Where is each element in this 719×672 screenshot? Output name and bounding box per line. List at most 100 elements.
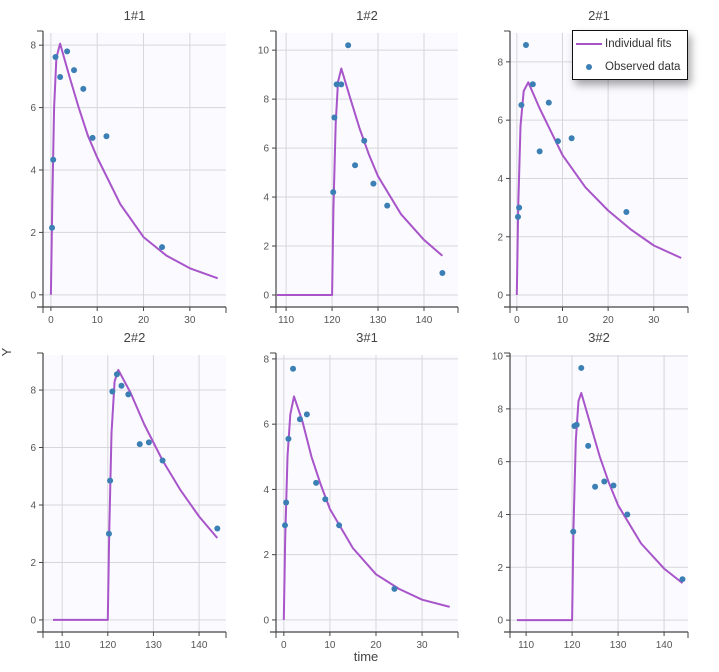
y-tick-label: 2 [30,558,36,569]
y-tick-label: 4 [263,485,269,496]
y-tick-label: 0 [30,290,36,301]
observed-point [516,204,523,211]
y-tick-label: 2 [497,232,503,243]
y-tick-label: 0 [30,615,36,626]
observed-point [57,74,64,81]
observed-point [145,439,152,446]
observed-point [214,525,221,532]
panel-3#1: 0 2 4 6 8 0 10 20 30 3#1 [263,330,459,651]
observed-point [522,41,529,48]
y-tick-label: 10 [492,352,504,363]
x-tick-label: 110 [54,640,70,651]
observed-point [283,499,290,506]
y-tick-label: 8 [30,41,36,52]
observed-point [136,441,143,448]
observed-point [336,522,343,529]
x-tick-label: 0 [281,640,287,651]
x-tick-label: 10 [557,315,569,326]
x-tick-label: 30 [416,640,428,651]
plot-background [43,355,226,632]
x-tick-label: 110 [518,640,534,651]
x-tick-label: 20 [138,315,150,326]
observed-point [322,496,329,503]
y-tick-label: 8 [263,95,269,106]
observed-point [105,530,112,537]
observed-point [303,411,310,418]
observed-point [113,371,120,378]
y-tick-label: 8 [497,404,503,415]
y-tick-label: 0 [263,291,269,302]
observed-point [80,85,87,92]
panel-title: 1#1 [124,8,146,23]
legend-label: Individual fits [605,38,672,50]
x-tick-label: 140 [416,315,433,326]
x-tick-label: 30 [648,315,660,326]
y-tick-label: 6 [497,457,503,468]
y-tick-label: 8 [497,57,503,68]
y-tick-label: 6 [30,103,36,114]
panel-title: 1#2 [356,8,378,23]
x-tick-label: 30 [184,315,196,326]
observed-point [103,133,110,140]
observed-point [285,435,292,442]
observed-point [568,135,575,142]
legend-item-fits: Individual fits [573,34,671,54]
observed-point [159,244,166,251]
y-tick-label: 6 [263,144,269,155]
observed-point [125,391,132,398]
legend-dot-swatch [586,64,592,70]
observed-point [330,189,337,196]
observed-point [601,478,608,485]
y-tick-label: 4 [497,174,503,185]
observed-point [370,180,377,187]
legend-line-swatch [576,43,602,45]
y-tick-label: 10 [258,46,270,57]
x-tick-label: 20 [603,315,615,326]
x-tick-label: 110 [278,315,294,326]
y-tick-label: 2 [263,242,269,253]
x-tick-label: 140 [656,640,673,651]
observed-point [281,522,288,529]
panel-title: 3#2 [588,330,610,345]
observed-point [518,101,525,108]
y-tick-label: 4 [30,166,36,177]
x-axis-label: time [354,649,379,664]
panel-3#2: 0 2 4 6 8 10 110 120 130 140 3#2 [492,330,689,651]
fit-line [515,81,682,296]
panel-title: 3#1 [356,330,378,345]
observed-point [71,67,78,74]
y-tick-label: 4 [497,510,503,521]
fit-line [49,42,219,295]
observed-point [333,81,340,88]
x-tick-label: 130 [370,315,387,326]
fit-line [276,67,444,296]
observed-point [578,364,585,371]
y-tick-label: 0 [263,615,269,626]
y-tick-label: 6 [497,116,503,127]
observed-point [554,138,561,145]
observed-point [439,269,446,276]
y-axis-label: Y [0,347,14,356]
x-tick-label: 120 [99,640,116,651]
observed-point [109,388,116,395]
panel-1#1: 0 2 4 6 8 0 10 20 30 1#1 [30,8,227,326]
panel-1#2: 0 2 4 6 8 10 110 120 130 140 1#2 [258,8,459,326]
y-tick-label: 2 [263,550,269,561]
x-tick-label: 120 [564,640,581,651]
observed-point [159,457,166,464]
observed-point [570,528,577,535]
y-tick-label: 8 [263,354,269,365]
observed-point [352,162,359,169]
observed-point [536,148,543,155]
x-tick-label: 120 [324,315,341,326]
observed-point [331,114,338,121]
x-tick-label: 130 [145,640,162,651]
plot-background [276,33,458,307]
observed-point [50,156,57,163]
fit-line [53,368,219,621]
plot-background [276,355,458,632]
observed-point [391,585,398,592]
observed-point [296,416,303,423]
observed-point [313,479,320,486]
